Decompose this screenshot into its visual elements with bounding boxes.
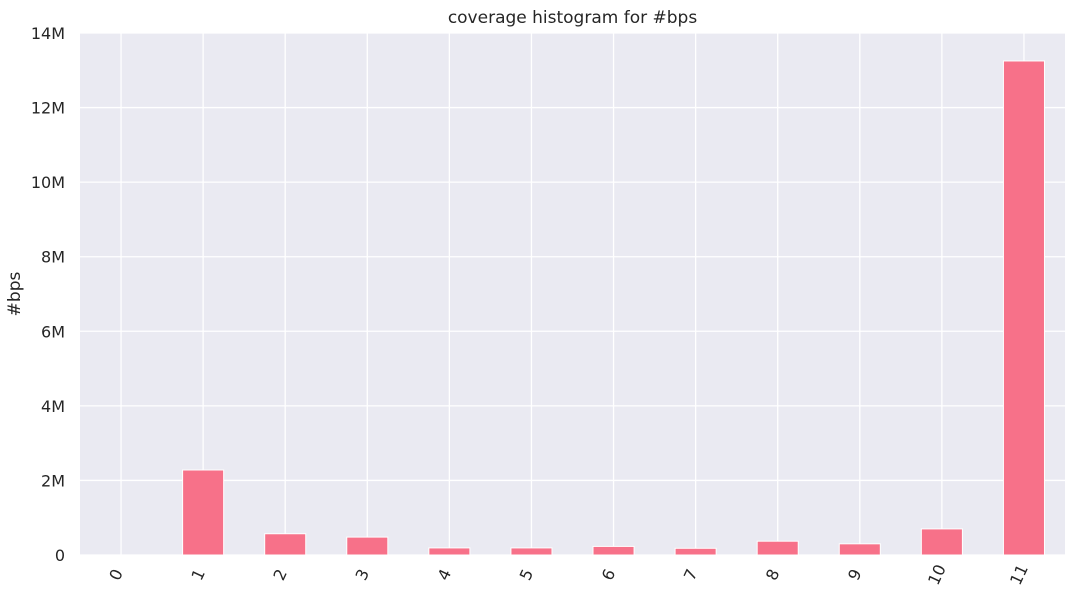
y-tick-label: 4M: [41, 397, 65, 416]
x-tick-label: 6: [598, 566, 620, 583]
x-tick-label: 10: [924, 561, 950, 587]
bar-9: [838, 543, 881, 556]
bar-2: [264, 533, 307, 556]
bar-1: [182, 469, 225, 556]
y-tick-label: 12M: [31, 99, 65, 118]
bar-8: [756, 540, 799, 556]
x-tick-label: 2: [269, 566, 291, 583]
x-tick-label: 0: [105, 566, 127, 583]
bar-5: [510, 547, 553, 556]
x-tick-label: 4: [434, 566, 456, 583]
bar-7: [674, 547, 717, 556]
y-tick-label: 6M: [41, 322, 65, 341]
y-axis-label: #bps: [5, 272, 25, 317]
bar-10: [920, 528, 963, 556]
y-tick-label: 8M: [41, 248, 65, 267]
x-tick-label: 7: [680, 566, 702, 583]
chart-title: coverage histogram for #bps: [448, 8, 698, 28]
x-tick-label: 3: [352, 566, 374, 583]
x-tick-label: 1: [187, 566, 209, 583]
x-tick-label: 9: [844, 566, 866, 583]
x-tick-label: 11: [1006, 561, 1032, 587]
y-tick-label: 10M: [31, 173, 65, 192]
x-axis-ticks: 0 1 2 3 4 5 6 7 8 9 10 11: [105, 561, 1032, 587]
grid-lines: [80, 32, 1065, 556]
bar-6: [592, 545, 635, 556]
x-tick-label: 5: [516, 566, 538, 583]
bar-4: [428, 547, 471, 556]
y-tick-label: 2M: [41, 471, 65, 490]
bars: [182, 60, 1045, 556]
bar-3: [346, 536, 389, 556]
plot-background: [80, 33, 1065, 555]
y-tick-label: 0: [55, 546, 65, 565]
x-tick-label: 8: [762, 566, 784, 583]
y-axis-ticks: 0 2M 4M 6M 8M 10M 12M 14M: [31, 24, 65, 565]
y-tick-label: 14M: [31, 24, 65, 43]
bar-11: [1002, 60, 1045, 556]
